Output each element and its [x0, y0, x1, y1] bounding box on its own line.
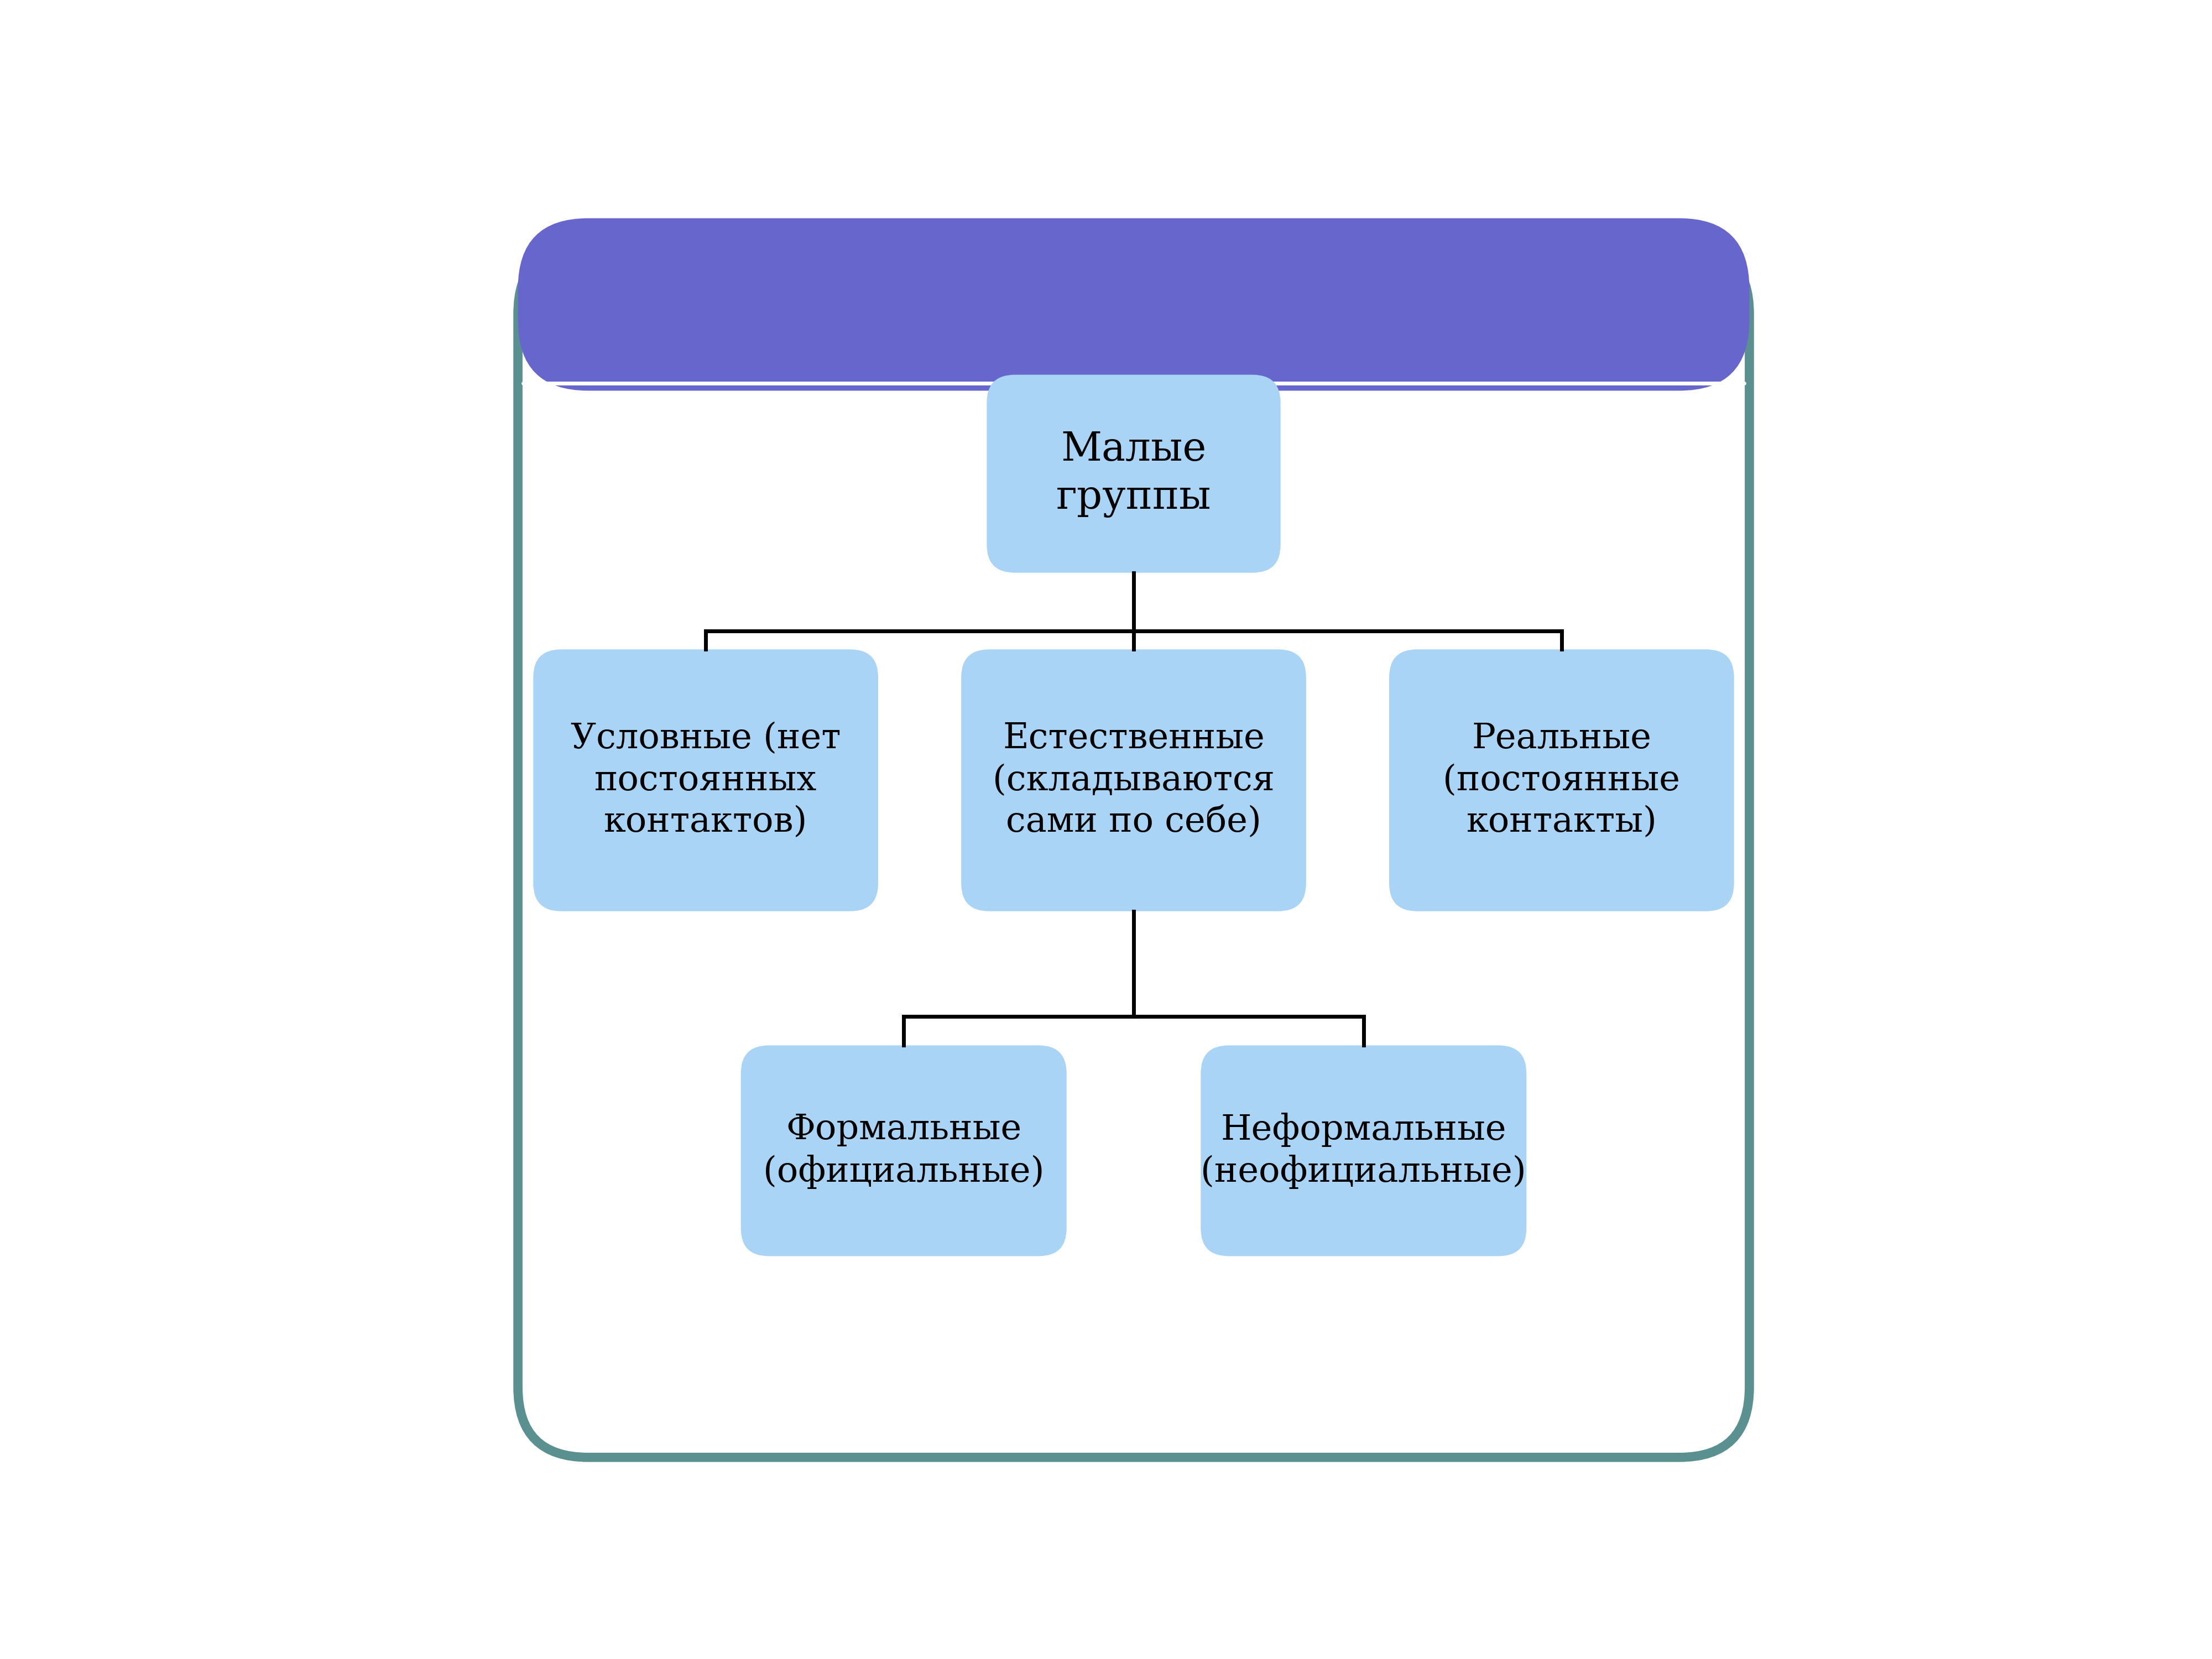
FancyBboxPatch shape [518, 219, 1750, 392]
FancyBboxPatch shape [741, 1045, 1066, 1256]
FancyBboxPatch shape [962, 649, 1305, 911]
FancyBboxPatch shape [533, 649, 878, 911]
FancyBboxPatch shape [1201, 1045, 1526, 1256]
FancyBboxPatch shape [987, 375, 1281, 572]
Text: Условные (нет
постоянных
контактов): Условные (нет постоянных контактов) [571, 722, 841, 839]
Text: Реальные
(постоянные
контакты): Реальные (постоянные контакты) [1442, 722, 1681, 839]
Text: Естественные
(складываются
сами по себе): Естественные (складываются сами по себе) [993, 722, 1274, 839]
Text: Неформальные
(неофициальные): Неформальные (неофициальные) [1201, 1113, 1526, 1190]
FancyBboxPatch shape [518, 244, 1750, 1457]
FancyBboxPatch shape [1389, 649, 1734, 911]
Text: Формальные
(официальные): Формальные (официальные) [763, 1113, 1044, 1190]
Text: Малые
группы: Малые группы [1055, 430, 1212, 518]
